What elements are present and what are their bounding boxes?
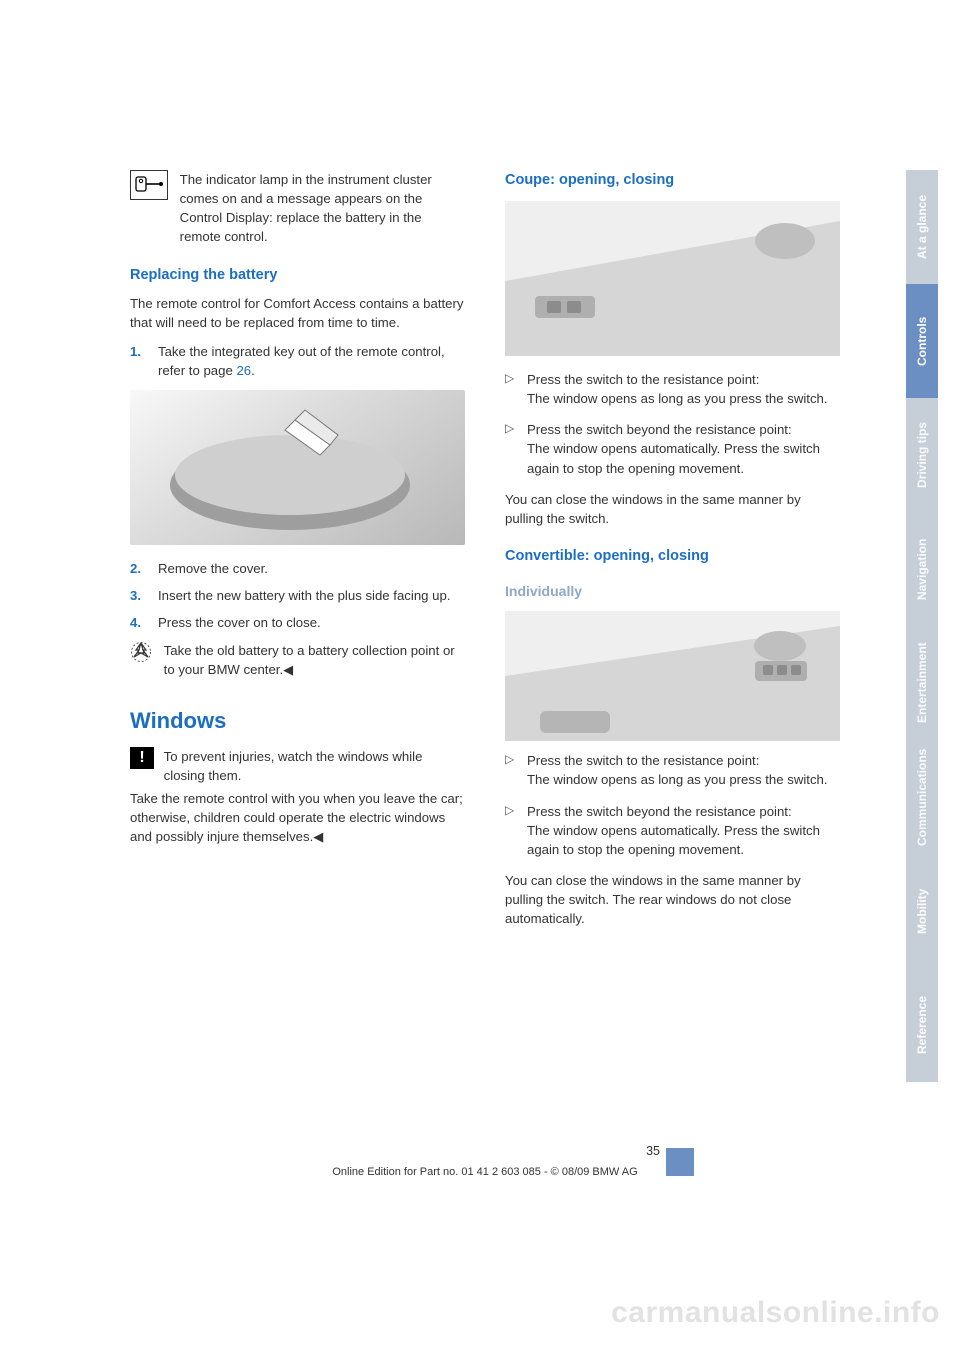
battery-steps-cont: 2. Remove the cover. 3. Insert the new b… bbox=[130, 559, 465, 632]
coupe-bullet-1: Press the switch to the resistance point… bbox=[505, 370, 840, 408]
conv-close-note: You can close the windows in the same ma… bbox=[505, 871, 840, 928]
convertible-heading: Convertible: opening, closing bbox=[505, 546, 840, 567]
step-4: 4. Press the cover on to close. bbox=[130, 613, 465, 632]
step-number: 4. bbox=[130, 613, 141, 632]
indicator-text: The indicator lamp in the instrument clu… bbox=[180, 170, 458, 247]
windows-heading: Windows bbox=[130, 705, 465, 737]
content-area: The indicator lamp in the instrument clu… bbox=[130, 170, 840, 938]
coupe-bullets: Press the switch to the resistance point… bbox=[505, 370, 840, 478]
step-text: Insert the new battery with the plus sid… bbox=[158, 588, 451, 603]
coupe-bullet-2: Press the switch beyond the resistance p… bbox=[505, 420, 840, 477]
tab-at-a-glance[interactable]: At a glance bbox=[906, 170, 938, 284]
tab-navigation[interactable]: Navigation bbox=[906, 512, 938, 626]
step-text: Press the cover on to close. bbox=[158, 615, 321, 630]
section-tabs: At a glance Controls Driving tips Naviga… bbox=[906, 170, 938, 1082]
windows-warning: ! To prevent injuries, watch the windows… bbox=[130, 747, 465, 785]
replacing-intro: The remote control for Comfort Access co… bbox=[130, 294, 465, 332]
conv-bullets: Press the switch to the resistance point… bbox=[505, 751, 840, 859]
key-battery-icon bbox=[130, 170, 168, 200]
step-text: Take the integrated key out of the remot… bbox=[158, 344, 445, 378]
warning-icon: ! bbox=[130, 747, 154, 769]
left-column: The indicator lamp in the instrument clu… bbox=[130, 170, 465, 938]
individually-subheading: Individually bbox=[505, 581, 840, 601]
tab-communications[interactable]: Communications bbox=[906, 740, 938, 854]
warning-lead: To prevent injuries, watch the windows w… bbox=[164, 747, 460, 785]
tab-entertainment[interactable]: Entertainment bbox=[906, 626, 938, 740]
coupe-heading: Coupe: opening, closing bbox=[505, 170, 840, 191]
tab-reference[interactable]: Reference bbox=[906, 968, 938, 1082]
tab-controls[interactable]: Controls bbox=[906, 284, 938, 398]
tab-mobility[interactable]: Mobility bbox=[906, 854, 938, 968]
step-number: 1. bbox=[130, 342, 141, 361]
tab-driving-tips[interactable]: Driving tips bbox=[906, 398, 938, 512]
step-text: Remove the cover. bbox=[158, 561, 268, 576]
recycle-note: Take the old battery to a battery collec… bbox=[130, 641, 465, 679]
right-column: Coupe: opening, closing Press the switch… bbox=[505, 170, 840, 938]
indicator-block: The indicator lamp in the instrument clu… bbox=[130, 170, 465, 247]
footer-line: Online Edition for Part no. 01 41 2 603 … bbox=[130, 1166, 840, 1178]
conv-bullet-2: Press the switch beyond the resistance p… bbox=[505, 802, 840, 859]
step-3: 3. Insert the new battery with the plus … bbox=[130, 586, 465, 605]
step-2: 2. Remove the cover. bbox=[130, 559, 465, 578]
page-link-26[interactable]: 26 bbox=[236, 363, 251, 378]
coupe-close-note: You can close the windows in the same ma… bbox=[505, 490, 840, 528]
step-1: 1. Take the integrated key out of the re… bbox=[130, 342, 465, 380]
recycle-text: Take the old battery to a battery collec… bbox=[164, 641, 460, 679]
warning-body: Take the remote control with you when yo… bbox=[130, 789, 465, 846]
remote-key-figure bbox=[130, 390, 465, 545]
convertible-figure bbox=[505, 611, 840, 741]
step-number: 2. bbox=[130, 559, 141, 578]
conv-bullet-1: Press the switch to the resistance point… bbox=[505, 751, 840, 789]
page-number: 35 bbox=[646, 1144, 660, 1158]
battery-steps: 1. Take the integrated key out of the re… bbox=[130, 342, 465, 380]
recycle-icon bbox=[130, 641, 154, 668]
coupe-figure bbox=[505, 201, 840, 356]
step-number: 3. bbox=[130, 586, 141, 605]
watermark: carmanualsonline.info bbox=[611, 1296, 940, 1330]
replacing-battery-heading: Replacing the battery bbox=[130, 265, 465, 286]
